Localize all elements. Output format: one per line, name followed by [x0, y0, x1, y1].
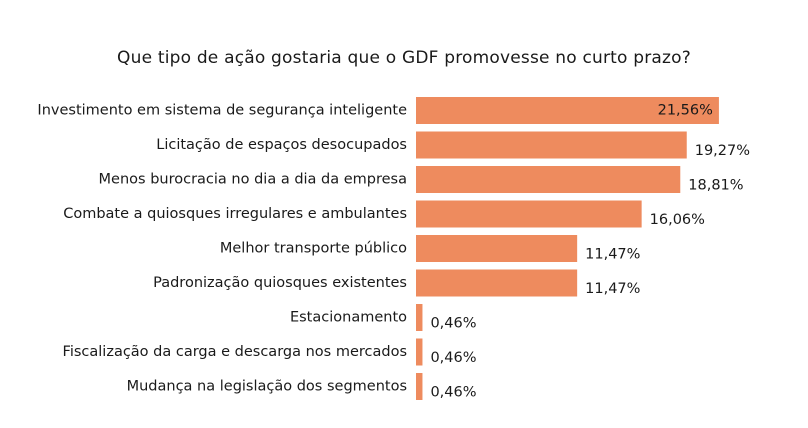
bar — [416, 304, 423, 331]
value-label: 0,46% — [430, 316, 476, 332]
value-label: 21,56% — [658, 103, 713, 119]
value-label: 19,27% — [695, 143, 750, 159]
chart-title: Que tipo de ação gostaria que o GDF prom… — [117, 48, 691, 68]
category-label: Combate a quiosques irregulares e ambula… — [63, 206, 407, 222]
value-label: 18,81% — [688, 178, 743, 194]
bar — [416, 269, 578, 297]
category-label: Mudança na legislação dos segmentos — [127, 379, 407, 395]
category-label: Fiscalização da carga e descarga nos mer… — [63, 344, 407, 360]
category-label: Menos burocracia no dia a dia da empresa — [99, 172, 407, 188]
category-label: Melhor transporte público — [220, 241, 407, 257]
category-label: Padronização quiosques existentes — [153, 275, 407, 291]
bar — [416, 200, 642, 228]
bar — [416, 338, 423, 366]
bar — [416, 235, 578, 262]
bar — [416, 131, 687, 159]
value-label: 16,06% — [650, 212, 705, 228]
value-label: 0,46% — [430, 385, 476, 401]
bar — [416, 373, 423, 400]
category-label: Licitação de espaços desocupados — [156, 137, 407, 153]
value-label: 11,47% — [585, 247, 640, 263]
bar — [416, 166, 681, 193]
category-label: Estacionamento — [290, 310, 407, 326]
value-label: 0,46% — [430, 350, 476, 366]
category-label: Investimento em sistema de segurança int… — [37, 103, 407, 119]
value-label: 11,47% — [585, 281, 640, 297]
bar — [416, 97, 719, 124]
